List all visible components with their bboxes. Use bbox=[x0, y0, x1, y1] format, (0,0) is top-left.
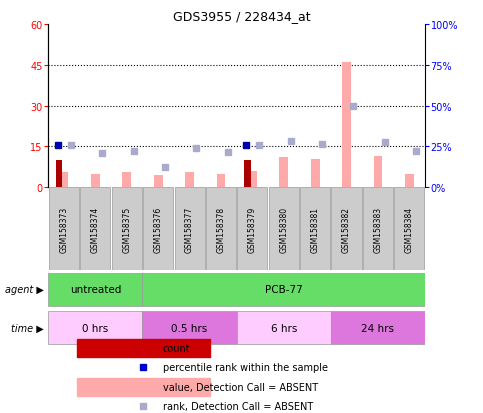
Text: time ▶: time ▶ bbox=[11, 323, 43, 333]
Bar bbox=[237, 311, 331, 344]
Bar bbox=[76, 339, 211, 357]
Text: value, Detection Call = ABSENT: value, Detection Call = ABSENT bbox=[163, 382, 318, 392]
Bar bbox=[269, 188, 299, 271]
Bar bbox=[248, 172, 257, 188]
Bar bbox=[48, 311, 142, 344]
Bar bbox=[185, 173, 194, 188]
Text: GSM158378: GSM158378 bbox=[216, 206, 226, 252]
Bar bbox=[331, 188, 362, 271]
Bar bbox=[216, 174, 226, 188]
Text: GSM158377: GSM158377 bbox=[185, 206, 194, 252]
Text: GSM158379: GSM158379 bbox=[248, 206, 257, 252]
Bar bbox=[49, 188, 79, 271]
Bar bbox=[122, 173, 131, 188]
Text: GSM158375: GSM158375 bbox=[122, 206, 131, 252]
Bar bbox=[237, 188, 268, 271]
Bar bbox=[142, 311, 237, 344]
Bar bbox=[300, 188, 330, 271]
Bar bbox=[206, 188, 236, 271]
Bar bbox=[91, 174, 100, 188]
Text: GSM158382: GSM158382 bbox=[342, 206, 351, 252]
Bar bbox=[244, 161, 251, 188]
Bar bbox=[48, 273, 142, 306]
Bar bbox=[112, 188, 142, 271]
Text: percentile rank within the sample: percentile rank within the sample bbox=[163, 363, 327, 373]
Text: GSM158373: GSM158373 bbox=[59, 206, 69, 252]
Text: agent ▶: agent ▶ bbox=[5, 285, 43, 294]
Text: GSM158376: GSM158376 bbox=[154, 206, 163, 252]
Bar bbox=[342, 63, 351, 188]
Bar bbox=[405, 174, 414, 188]
Bar bbox=[143, 188, 173, 271]
Bar bbox=[279, 158, 288, 188]
Text: GSM158383: GSM158383 bbox=[373, 206, 383, 252]
Text: count: count bbox=[163, 343, 190, 354]
Text: rank, Detection Call = ABSENT: rank, Detection Call = ABSENT bbox=[163, 401, 313, 411]
Bar bbox=[311, 159, 320, 188]
Text: GSM158384: GSM158384 bbox=[405, 206, 414, 252]
Bar bbox=[174, 188, 205, 271]
Text: 0.5 hrs: 0.5 hrs bbox=[171, 323, 208, 333]
Text: 6 hrs: 6 hrs bbox=[270, 323, 297, 333]
Bar bbox=[56, 161, 62, 188]
Text: 24 hrs: 24 hrs bbox=[361, 323, 395, 333]
Bar bbox=[76, 378, 211, 396]
Bar bbox=[363, 188, 393, 271]
Bar bbox=[80, 188, 111, 271]
Bar bbox=[154, 176, 163, 188]
Text: 0 hrs: 0 hrs bbox=[82, 323, 109, 333]
Text: GSM158380: GSM158380 bbox=[279, 206, 288, 252]
Bar bbox=[394, 188, 425, 271]
Bar bbox=[331, 311, 425, 344]
Text: untreated: untreated bbox=[70, 285, 121, 294]
Text: GSM158374: GSM158374 bbox=[91, 206, 100, 252]
Text: GSM158381: GSM158381 bbox=[311, 206, 320, 252]
Text: GDS3955 / 228434_at: GDS3955 / 228434_at bbox=[173, 10, 310, 23]
Text: PCB-77: PCB-77 bbox=[265, 285, 303, 294]
Bar bbox=[59, 173, 69, 188]
Bar bbox=[373, 157, 383, 188]
Bar bbox=[142, 273, 425, 306]
